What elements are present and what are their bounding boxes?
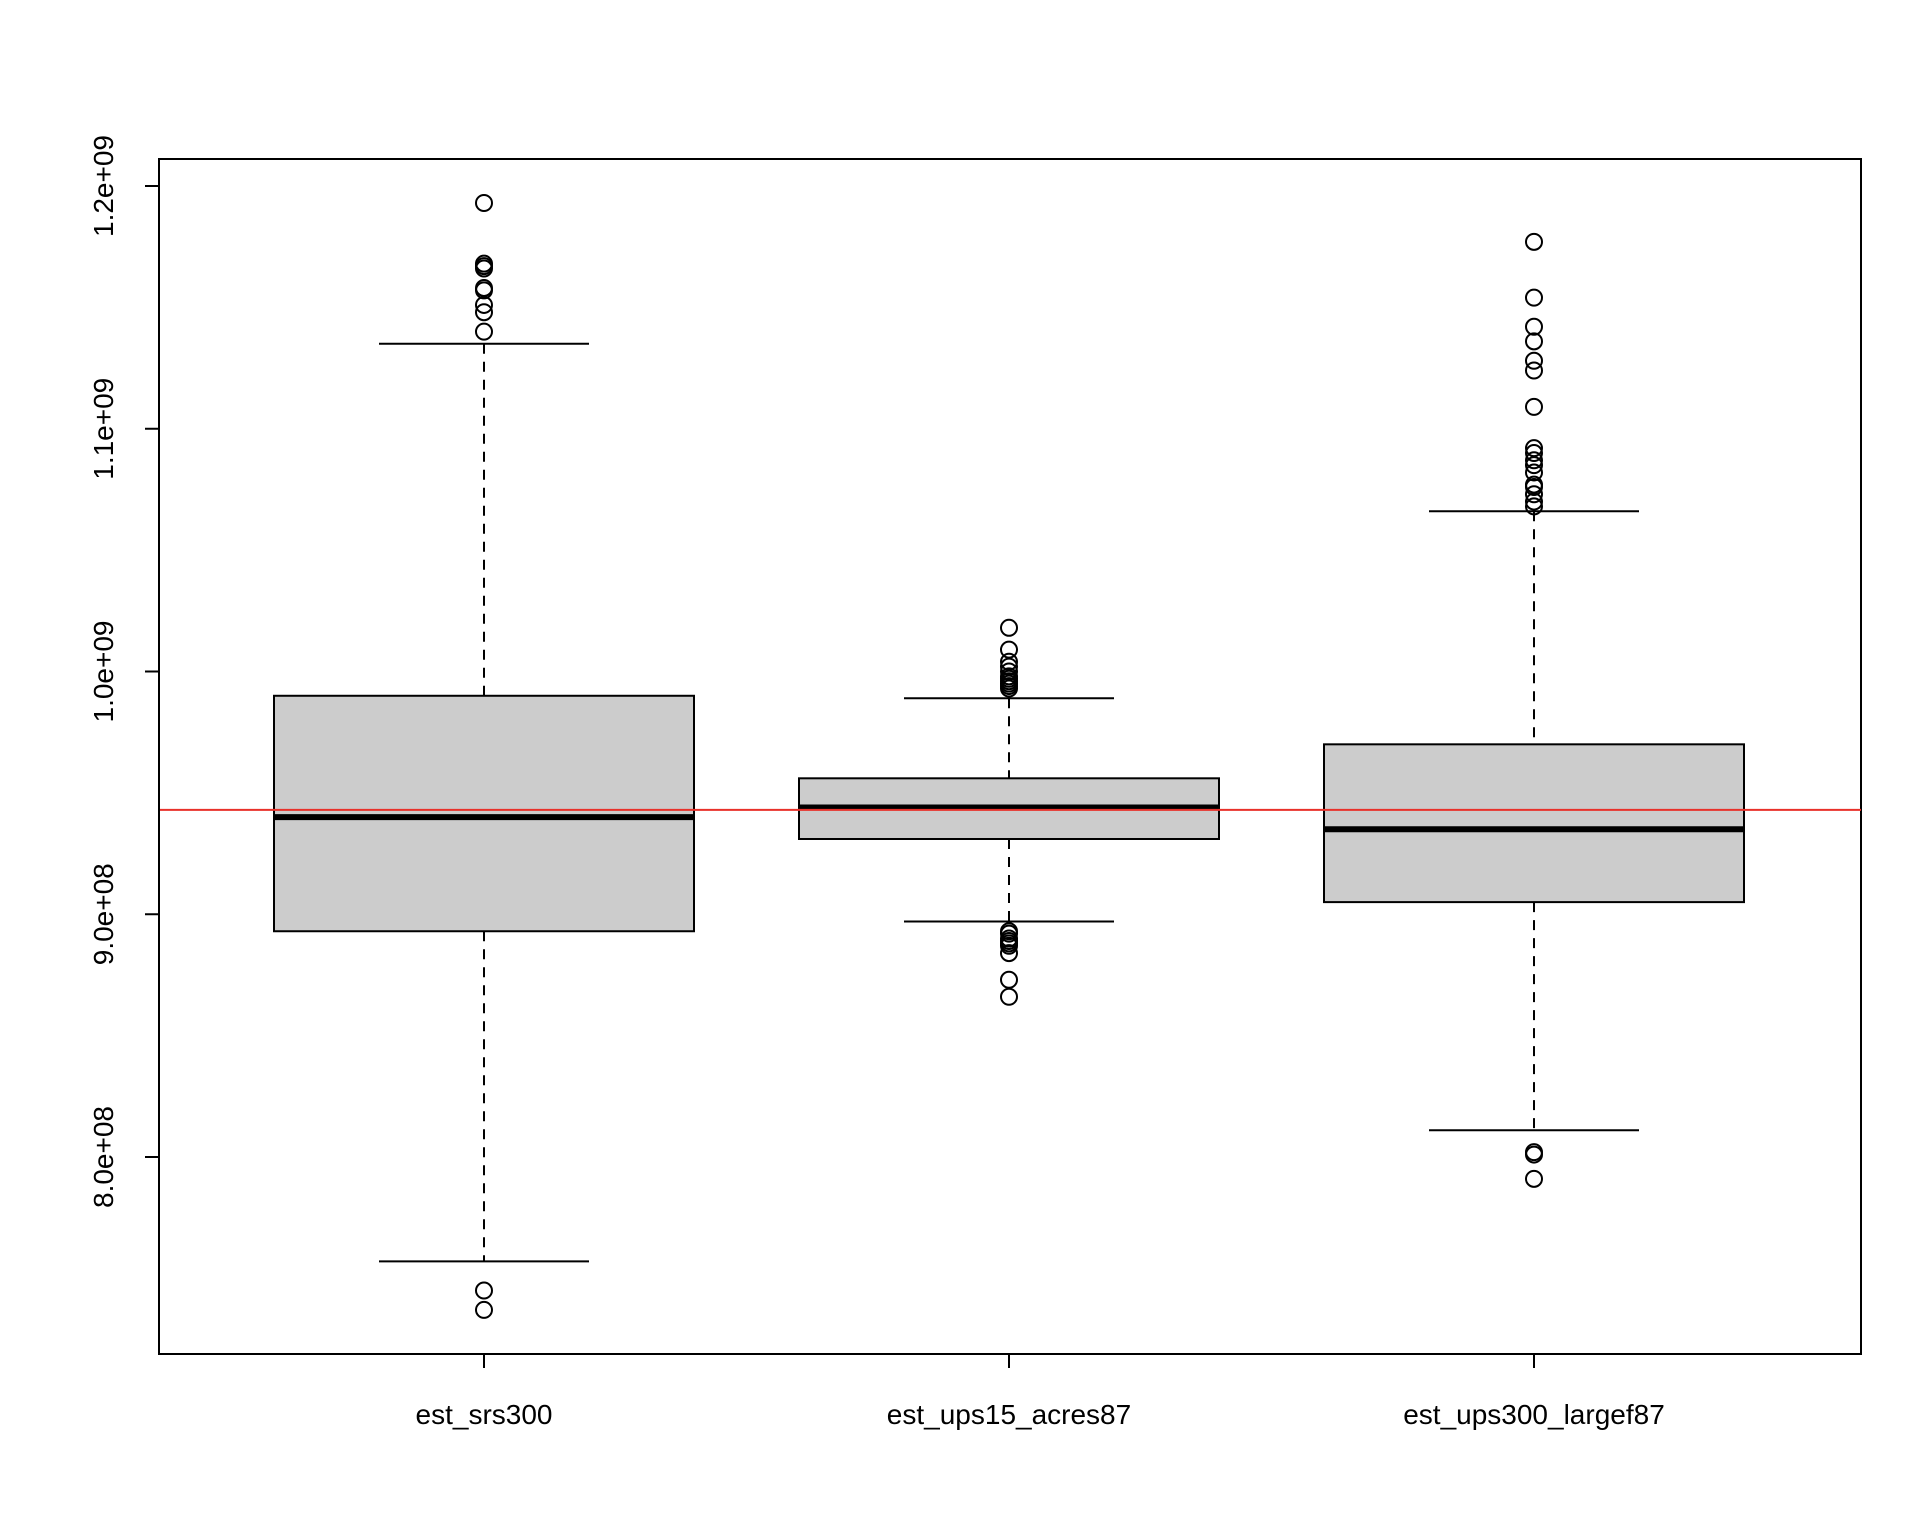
y-tick-label: 8.0e+08 [88, 1106, 119, 1208]
outlier-point [1525, 1145, 1543, 1164]
outlier-point [1000, 987, 1018, 1006]
outlier-point [1000, 679, 1018, 698]
x-tick-label: est_ups300_largef87 [1403, 1399, 1665, 1430]
y-tick-label: 1.1e+09 [88, 378, 119, 480]
outlier-point [1000, 944, 1018, 963]
outlier-point [1525, 317, 1543, 336]
box-group [273, 193, 695, 1319]
y-tick-label: 1.2e+09 [88, 135, 119, 237]
box-iqr [1323, 743, 1745, 904]
box-group [1323, 232, 1745, 1188]
outlier-point [1525, 361, 1543, 380]
outlier-point [1525, 351, 1543, 370]
x-tick-label: est_srs300 [416, 1399, 553, 1430]
outlier-point [1525, 1169, 1543, 1188]
box-group [798, 618, 1220, 1006]
boxes-layer [273, 193, 1745, 1319]
outlier-point [475, 281, 493, 300]
outlier-point [475, 193, 493, 212]
outlier-point [475, 259, 493, 278]
outlier-point [1525, 497, 1543, 516]
outlier-point [1525, 456, 1543, 475]
outlier-point [1525, 332, 1543, 351]
outlier-point [1525, 463, 1543, 482]
outlier-point [1000, 936, 1018, 955]
outlier-point [1000, 970, 1018, 989]
outlier-point [475, 1300, 493, 1319]
y-tick-label: 1.0e+09 [88, 621, 119, 723]
y-axis: 8.0e+08 9.0e+08 1.0e+09 1.1e+09 1.2e+09 [88, 135, 160, 1208]
outlier-point [1525, 288, 1543, 307]
outlier-point [1000, 924, 1018, 943]
outlier-point [1525, 478, 1543, 497]
outlier-point [1000, 618, 1018, 637]
outlier-point [1525, 492, 1543, 511]
outlier-point [1525, 232, 1543, 251]
outlier-point [475, 303, 493, 322]
outlier-point [475, 295, 493, 314]
x-tick-label: est_ups15_acres87 [887, 1399, 1131, 1430]
outlier-point [1525, 485, 1543, 504]
outlier-point [475, 322, 493, 341]
outlier-point [1525, 444, 1543, 463]
box-iqr [273, 694, 695, 933]
outlier-point [1525, 451, 1543, 470]
x-axis: est_srs300 est_ups15_acres87 est_ups300_la… [416, 1353, 1665, 1430]
outlier-point [1525, 397, 1543, 416]
y-tick-label: 9.0e+08 [88, 863, 119, 965]
outlier-point [475, 1281, 493, 1300]
